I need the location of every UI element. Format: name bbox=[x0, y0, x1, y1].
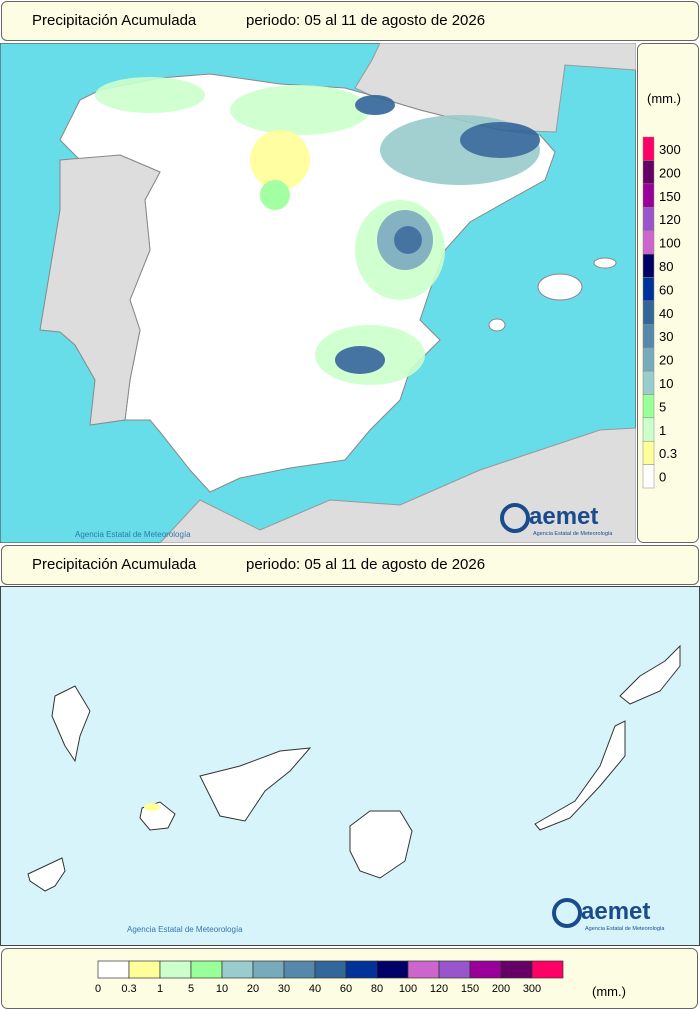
logo: aemet bbox=[581, 898, 650, 925]
legend-swatch bbox=[314, 960, 347, 979]
legend-panel: (mm.) 0 0.3 1 5 10 20 30 40 60 80 100 120 150 200 300 bbox=[637, 43, 699, 543]
legend-swatch bbox=[642, 183, 655, 208]
legend-swatch bbox=[500, 960, 533, 979]
logo-icon bbox=[500, 503, 530, 533]
legend-swatch bbox=[642, 370, 655, 395]
legend-label: 120 bbox=[659, 212, 681, 227]
logo: aemet bbox=[529, 503, 598, 530]
credit: Agencia Estatal de Meteorología bbox=[127, 925, 243, 934]
legend-label: 60 bbox=[340, 983, 352, 995]
legend-label: 300 bbox=[523, 983, 541, 995]
legend-label: 5 bbox=[188, 983, 194, 995]
legend-label: 0 bbox=[95, 983, 101, 995]
legend-swatch bbox=[642, 464, 655, 489]
logo-subtitle: Agencia Estatal de Meteorología bbox=[533, 531, 613, 537]
legend-swatch bbox=[252, 960, 285, 979]
legend-swatch bbox=[221, 960, 254, 979]
legend-swatch bbox=[642, 323, 655, 348]
legend-label: 150 bbox=[461, 983, 479, 995]
legend-swatch bbox=[345, 960, 378, 979]
legend-swatch bbox=[407, 960, 440, 979]
legend-swatch bbox=[642, 230, 655, 255]
legend-label: 0.3 bbox=[659, 446, 677, 461]
legend-label: 40 bbox=[659, 306, 673, 321]
legend-label: 120 bbox=[430, 983, 448, 995]
legend-label: 60 bbox=[659, 282, 673, 297]
legend-swatch bbox=[283, 960, 316, 979]
header: Precipitación Acumulada periodo: 05 al 11… bbox=[1, 1, 699, 41]
header: Precipitación Acumulada periodo: 05 al 11… bbox=[1, 545, 699, 585]
legend-swatch bbox=[159, 960, 192, 979]
peninsula-map: Agencia Estatal de MeteorologíaaemetAgen… bbox=[0, 43, 636, 543]
legend-label: 300 bbox=[659, 142, 681, 157]
legend-label: 150 bbox=[659, 189, 681, 204]
legend-label: 5 bbox=[659, 399, 666, 414]
legend-label: 80 bbox=[659, 259, 673, 274]
legend-label: 20 bbox=[247, 983, 259, 995]
canarias-map: Agencia Estatal de MeteorologíaaemetAgen… bbox=[0, 586, 700, 946]
legend-label: 30 bbox=[659, 329, 673, 344]
legend-label: 100 bbox=[659, 236, 681, 251]
legend-label: 200 bbox=[492, 983, 510, 995]
logo-icon bbox=[552, 898, 582, 928]
legend-swatch bbox=[642, 160, 655, 185]
legend-label: 200 bbox=[659, 165, 681, 180]
legend-swatch bbox=[97, 960, 130, 979]
legend-swatch bbox=[469, 960, 502, 979]
legend-swatch bbox=[642, 300, 655, 325]
legend-swatch bbox=[642, 417, 655, 442]
legend-label: 40 bbox=[309, 983, 321, 995]
legend-swatch bbox=[642, 394, 655, 419]
legend-panel: (mm.) 0 0.3 1 5 10 20 30 40 60 80 100 120 150 200 300 bbox=[1, 948, 698, 1009]
legend-swatch bbox=[438, 960, 471, 979]
period: periodo: 05 al 11 de agosto de 2026 bbox=[246, 12, 486, 29]
legend-unit: (mm.) bbox=[647, 91, 681, 106]
legend-label: 0 bbox=[659, 470, 666, 485]
legend-label: 10 bbox=[659, 376, 673, 391]
legend-label: 20 bbox=[659, 353, 673, 368]
legend-swatch bbox=[128, 960, 161, 979]
legend-swatch bbox=[190, 960, 223, 979]
legend-swatch bbox=[642, 136, 655, 161]
legend-swatch bbox=[642, 206, 655, 231]
logo-subtitle: Agencia Estatal de Meteorología bbox=[585, 926, 665, 932]
legend-swatch bbox=[642, 277, 655, 302]
title: Precipitación Acumulada bbox=[32, 12, 197, 29]
legend-label: 80 bbox=[371, 983, 383, 995]
legend-label: 10 bbox=[216, 983, 228, 995]
legend-unit: (mm.) bbox=[592, 984, 626, 999]
legend-label: 30 bbox=[278, 983, 290, 995]
legend-label: 0.3 bbox=[121, 983, 136, 995]
legend-swatch bbox=[642, 253, 655, 278]
legend-label: 1 bbox=[659, 423, 666, 438]
legend-label: 1 bbox=[157, 983, 163, 995]
legend-swatch bbox=[642, 347, 655, 372]
title: Precipitación Acumulada bbox=[32, 556, 197, 573]
legend-swatch bbox=[376, 960, 409, 979]
legend-swatch bbox=[642, 440, 655, 465]
period: periodo: 05 al 11 de agosto de 2026 bbox=[246, 556, 486, 573]
credit: Agencia Estatal de Meteorología bbox=[75, 530, 191, 539]
legend-label: 100 bbox=[399, 983, 417, 995]
legend-swatch bbox=[531, 960, 564, 979]
